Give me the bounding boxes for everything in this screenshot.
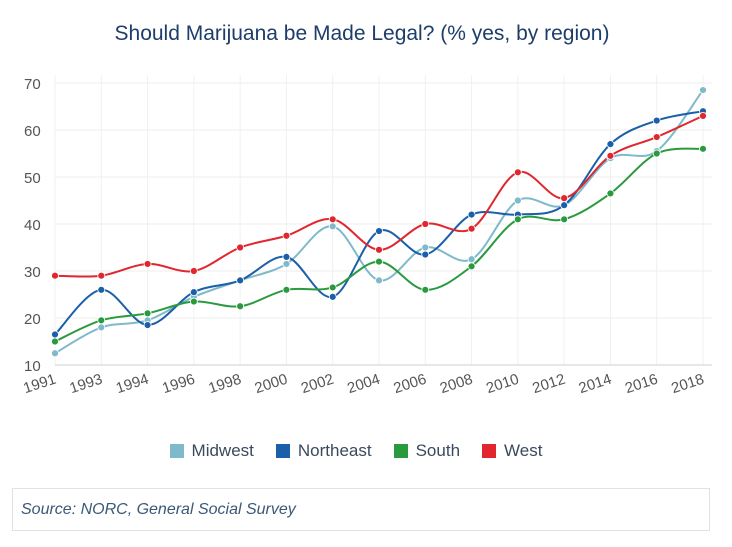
legend-label: West bbox=[504, 441, 543, 460]
x-tick-label: 2012 bbox=[530, 371, 567, 397]
data-point-south bbox=[143, 309, 152, 318]
data-point-west bbox=[328, 215, 337, 224]
x-tick-label: 1994 bbox=[114, 371, 151, 397]
legend-label: Northeast bbox=[297, 441, 372, 460]
legend-label: Midwest bbox=[191, 441, 254, 460]
grid-layer bbox=[54, 75, 712, 366]
data-point-west bbox=[560, 194, 569, 203]
data-point-midwest bbox=[375, 276, 383, 285]
data-point-west bbox=[236, 243, 245, 252]
source-box: Source: NORC, General Social Survey bbox=[12, 488, 710, 531]
data-point-west bbox=[606, 151, 615, 160]
data-point-midwest bbox=[282, 260, 291, 268]
chart-title: Should Marijuana be Made Legal? (% yes, … bbox=[114, 22, 610, 45]
data-point-northeast bbox=[560, 201, 569, 210]
y-tick-label: 10 bbox=[24, 358, 41, 375]
data-point-south bbox=[513, 215, 522, 224]
data-point-south bbox=[560, 215, 569, 224]
x-tick-label: 2004 bbox=[345, 371, 382, 397]
x-tick-label: 2010 bbox=[484, 371, 521, 397]
data-point-northeast bbox=[282, 252, 291, 261]
data-point-west bbox=[467, 224, 476, 233]
data-point-northeast bbox=[189, 288, 198, 297]
x-tick-label: 2006 bbox=[392, 371, 429, 397]
data-point-northeast bbox=[328, 292, 337, 301]
data-point-west bbox=[97, 271, 106, 280]
data-point-south bbox=[282, 285, 291, 294]
data-point-midwest bbox=[699, 86, 707, 94]
data-point-south bbox=[328, 283, 337, 292]
data-point-west bbox=[652, 133, 661, 141]
y-tick-label: 30 bbox=[24, 264, 41, 281]
data-point-midwest bbox=[421, 243, 430, 252]
data-point-northeast bbox=[143, 321, 152, 329]
legend-item-south[interactable]: South bbox=[393, 441, 461, 461]
legend-label: South bbox=[415, 441, 461, 460]
x-tick-label: 1993 bbox=[68, 371, 105, 397]
data-point-south bbox=[375, 257, 383, 266]
data-point-south bbox=[189, 297, 198, 306]
data-point-south bbox=[652, 149, 661, 158]
data-point-south bbox=[236, 302, 245, 311]
legend: Midwest Northeast South West bbox=[0, 441, 712, 461]
data-point-south bbox=[97, 316, 106, 325]
data-point-midwest bbox=[97, 323, 106, 332]
data-point-midwest bbox=[513, 196, 522, 205]
y-tick-label: 40 bbox=[24, 217, 41, 234]
data-point-west bbox=[699, 112, 707, 120]
data-point-midwest bbox=[328, 222, 337, 231]
data-point-west bbox=[189, 267, 198, 275]
y-tick-label: 50 bbox=[24, 170, 41, 187]
data-point-west bbox=[513, 168, 522, 177]
legend-item-northeast[interactable]: Northeast bbox=[275, 441, 372, 461]
data-point-south bbox=[51, 337, 59, 346]
legend-swatch bbox=[482, 444, 497, 458]
data-point-west bbox=[51, 271, 59, 280]
y-tick-label: 20 bbox=[24, 311, 41, 328]
x-tick-label: 2014 bbox=[577, 371, 614, 397]
x-tick-label: 2008 bbox=[438, 371, 475, 397]
data-point-northeast bbox=[421, 250, 430, 259]
legend-swatch bbox=[275, 444, 290, 458]
x-tick-label: 1996 bbox=[160, 371, 197, 397]
x-tick-label: 2016 bbox=[623, 371, 660, 397]
series-layer bbox=[51, 86, 707, 358]
legend-item-midwest[interactable]: Midwest bbox=[169, 441, 254, 461]
data-point-northeast bbox=[236, 276, 245, 285]
legend-swatch bbox=[169, 444, 184, 458]
data-point-south bbox=[606, 189, 615, 198]
data-point-south bbox=[699, 144, 707, 153]
data-point-south bbox=[421, 285, 430, 294]
data-point-northeast bbox=[606, 140, 615, 149]
legend-item-west[interactable]: West bbox=[482, 441, 542, 461]
y-tick-label: 70 bbox=[24, 76, 41, 93]
data-point-west bbox=[421, 220, 430, 228]
data-point-south bbox=[467, 262, 476, 271]
x-tick-label: 1998 bbox=[206, 371, 243, 397]
data-point-midwest bbox=[467, 255, 476, 264]
data-point-midwest bbox=[51, 349, 59, 358]
y-tick-label: 60 bbox=[24, 123, 41, 140]
data-point-northeast bbox=[467, 210, 476, 219]
data-point-northeast bbox=[652, 116, 661, 125]
data-point-west bbox=[282, 231, 291, 240]
x-tick-label: 2002 bbox=[299, 371, 336, 397]
data-point-northeast bbox=[375, 227, 383, 235]
data-point-west bbox=[375, 245, 383, 254]
data-point-northeast bbox=[51, 330, 59, 339]
data-point-northeast bbox=[97, 285, 106, 294]
legend-swatch bbox=[393, 444, 408, 458]
x-tick-label: 2000 bbox=[253, 371, 290, 397]
x-tick-label: 2018 bbox=[669, 371, 706, 397]
source-text: Source: NORC, General Social Survey bbox=[21, 501, 296, 518]
data-point-west bbox=[143, 260, 152, 268]
